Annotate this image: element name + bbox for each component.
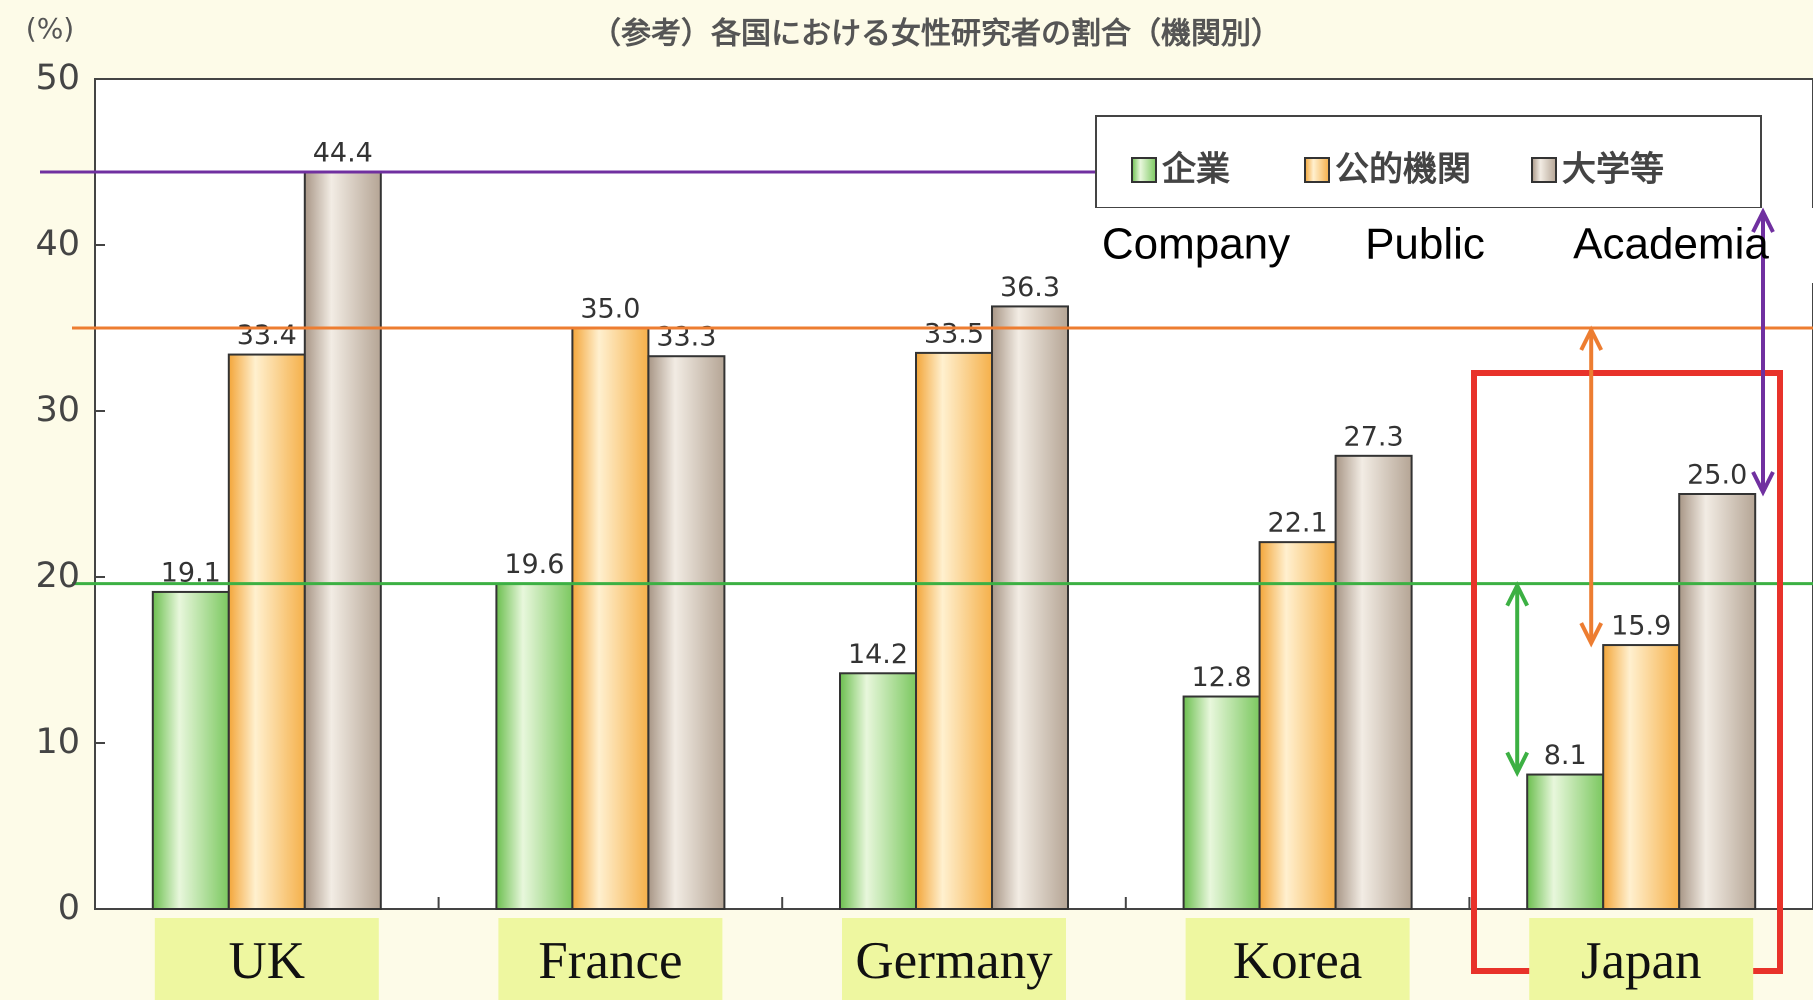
- legend-swatch: [1131, 157, 1157, 183]
- arrow-head: [1579, 622, 1603, 648]
- arrow-head: [1751, 207, 1775, 233]
- x-label-bg: [842, 918, 1066, 1000]
- value-label: 33.5: [924, 318, 984, 349]
- y-tick-label: 10: [35, 722, 80, 762]
- value-label: 33.3: [656, 322, 716, 353]
- x-tick-label: Germany: [855, 932, 1053, 990]
- bar: [1678, 493, 1757, 910]
- x-label-bg: [498, 918, 723, 1000]
- bar: [495, 582, 574, 910]
- value-label: 8.1: [1544, 740, 1587, 771]
- x-tick-label: Korea: [1233, 932, 1362, 990]
- x-label-bg: [154, 918, 379, 1000]
- value-label: 35.0: [580, 294, 640, 325]
- bar: [647, 355, 726, 911]
- bar: [839, 672, 917, 911]
- value-label: 25.0: [1687, 460, 1747, 491]
- bars: 19.133.444.419.635.033.314.233.536.312.8…: [151, 137, 1757, 911]
- legend-english: Public: [1365, 220, 1485, 269]
- x-tick-label: France: [538, 932, 682, 990]
- legend-label: 大学等: [1562, 150, 1664, 190]
- value-label: 33.4: [237, 320, 297, 351]
- bar: [915, 351, 993, 910]
- bar: [991, 305, 1069, 911]
- y-tick-label: 40: [35, 224, 80, 264]
- bar: [151, 590, 230, 910]
- legend-swatch: [1304, 157, 1330, 183]
- bar: [227, 353, 306, 910]
- legend-english-box: [1094, 208, 1813, 283]
- legend-label: 企業: [1162, 150, 1230, 190]
- bar: [1526, 773, 1605, 910]
- overlay: 企業 Company 公的機関 Public 大学等 Academia: [1102, 150, 1775, 778]
- value-label: 19.6: [504, 549, 564, 580]
- x-label-bg: [1529, 918, 1754, 1000]
- value-label: 14.2: [848, 639, 908, 670]
- value-label: 15.9: [1611, 611, 1671, 642]
- arrow-head: [1505, 581, 1529, 607]
- bar: [303, 170, 382, 910]
- arrow-head: [1579, 325, 1603, 351]
- arrow-head: [1751, 471, 1775, 497]
- legend-swatch: [1531, 157, 1557, 183]
- x-tick-label: UK: [229, 932, 306, 990]
- chart-title: （参考）各国における女性研究者の割合（機関別）: [591, 17, 1281, 52]
- y-axis-label: (%): [26, 12, 74, 45]
- x-tick-label: Japan: [1581, 932, 1702, 990]
- bar: [1602, 644, 1681, 910]
- y-tick-label: 50: [35, 58, 80, 98]
- bar: [571, 327, 650, 910]
- bar: [1258, 541, 1337, 910]
- legend-english: Academia: [1573, 220, 1769, 269]
- value-label: 22.1: [1268, 508, 1328, 539]
- value-label: 36.3: [1000, 272, 1060, 303]
- x-label-bg: [1185, 918, 1410, 1000]
- arrow-head: [1505, 751, 1529, 778]
- value-label: 27.3: [1344, 421, 1404, 452]
- y-tick-label: 20: [35, 556, 80, 596]
- bar: [1334, 454, 1413, 910]
- y-tick-label: 0: [58, 888, 80, 928]
- reference-lines: [40, 170, 1813, 586]
- bar: [1182, 695, 1261, 911]
- legend-label: 公的機関: [1335, 150, 1471, 190]
- legend-english: Company: [1102, 220, 1290, 269]
- value-label: 12.8: [1192, 662, 1252, 693]
- legend: [1095, 115, 1762, 209]
- y-tick-label: 30: [35, 390, 80, 430]
- value-label: 44.4: [313, 137, 373, 168]
